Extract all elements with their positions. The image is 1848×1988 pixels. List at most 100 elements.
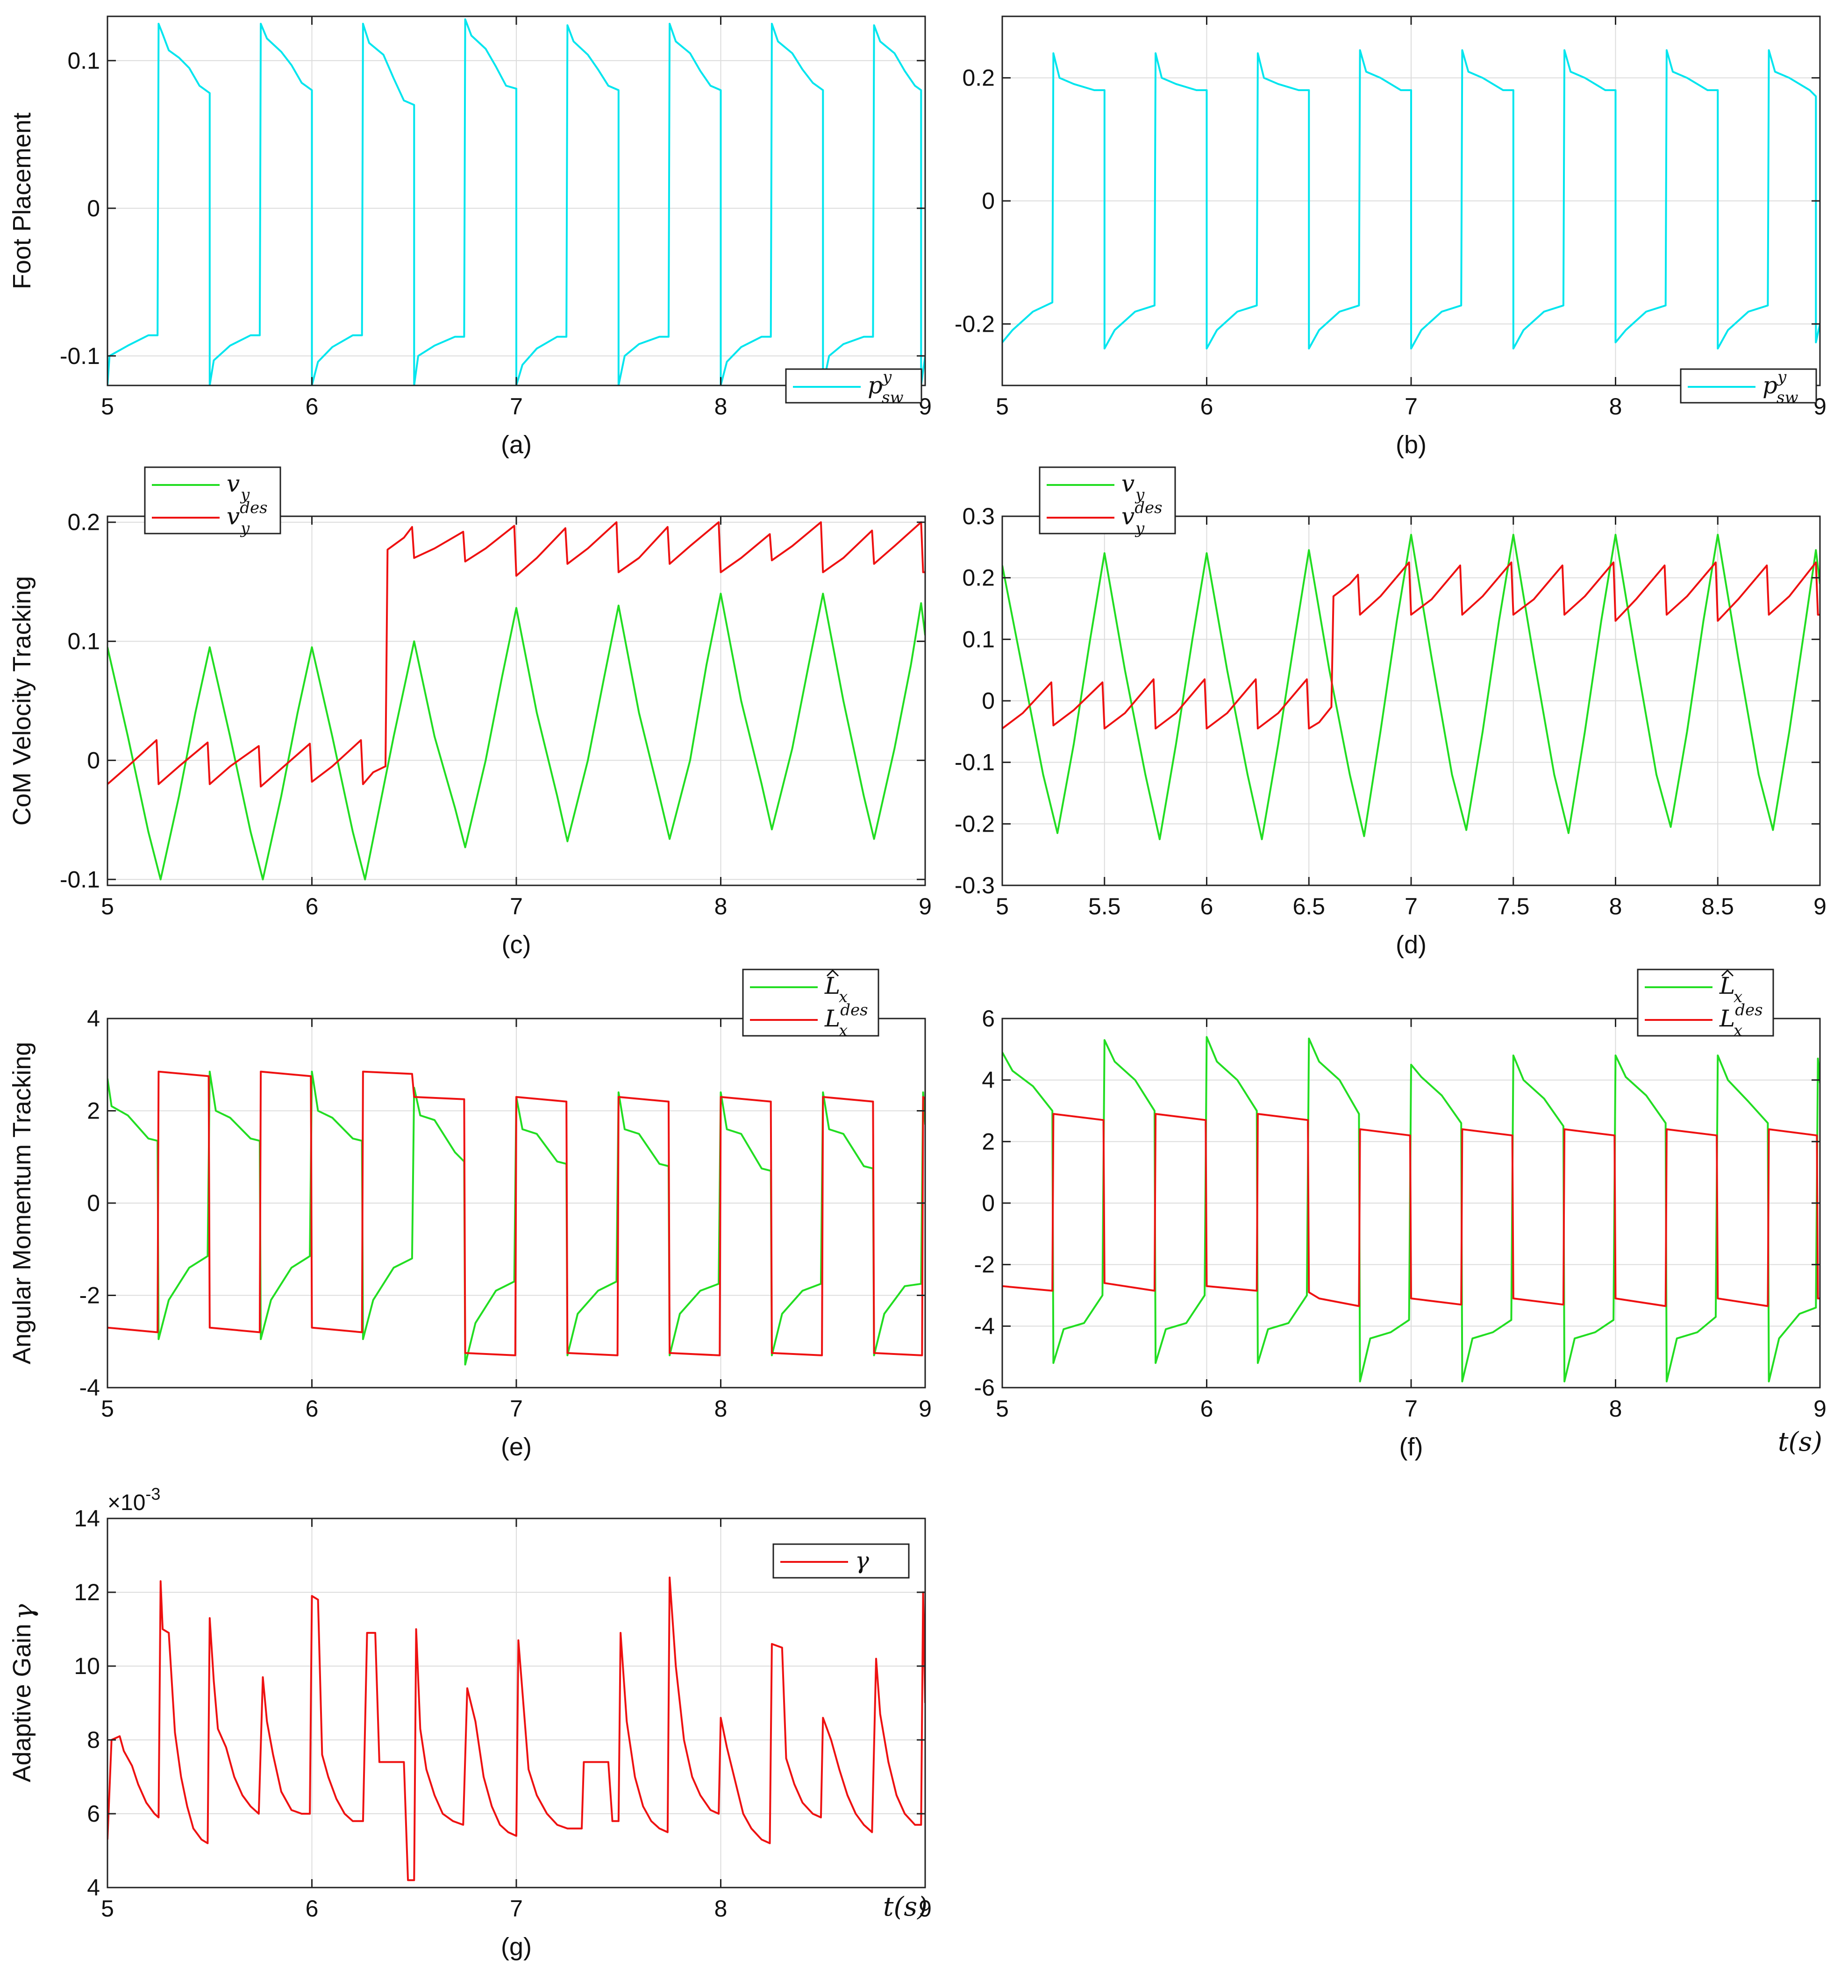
legend: γ [772, 1543, 910, 1579]
panel-caption: (g) [501, 1933, 532, 1961]
y-tick-label: 12 [74, 1579, 100, 1605]
series-line-0 [1002, 534, 1820, 841]
legend-symbol: p [868, 372, 883, 399]
y-tick-label: -2 [79, 1283, 100, 1309]
x-tick-label: 5 [101, 393, 114, 420]
series-line-1 [107, 1070, 925, 1356]
x-tick-label: 5.5 [1088, 893, 1121, 919]
legend-sub: x [839, 988, 848, 1006]
legend-symbol: v [227, 503, 240, 530]
legend-box [144, 466, 281, 534]
x-tick-label: 6 [1200, 893, 1213, 919]
legend-entry-0: γ [855, 1547, 869, 1574]
exponent-power: -3 [145, 1484, 160, 1503]
legend-symbol: v [1121, 503, 1134, 530]
legend-sub: x [1734, 988, 1742, 1006]
x-tick-label: 6 [306, 1396, 319, 1422]
y-tick-label: -0.3 [955, 872, 995, 898]
legend-entry-1: Ldes x [824, 1001, 868, 1040]
y-tick-label: -2 [974, 1252, 995, 1278]
y-tick-label: -4 [79, 1375, 100, 1401]
legend-sup: des [1735, 1001, 1762, 1019]
legend-symbol: L [824, 1005, 840, 1032]
series-line-0 [107, 1070, 925, 1366]
legend-entry-0: Lx [1719, 972, 1742, 1006]
legend-sub: x [839, 1021, 848, 1040]
series-line-1 [107, 521, 925, 788]
y-axis-label: Angular Momentum Tracking [8, 1042, 36, 1364]
x-tick-label: 7 [510, 393, 523, 420]
legend: py sw [1680, 368, 1817, 407]
x-tick-label: 5 [101, 1895, 114, 1922]
legend-entry-1: vdes y [1121, 499, 1163, 538]
legend-symbol: L [824, 972, 840, 999]
panel-caption: (e) [501, 1433, 532, 1461]
legend-sub: x [1734, 1021, 1742, 1040]
legend-sub: y [240, 485, 250, 504]
x-tick-label: 9 [919, 1396, 932, 1422]
y-tick-label: 0.1 [67, 48, 100, 74]
y-tick-label: -0.1 [60, 866, 100, 892]
legend-box [742, 969, 879, 1037]
series-line-0 [107, 592, 925, 881]
y-axis-symbol: γ [9, 1604, 39, 1620]
x-tick-label: 7 [510, 1895, 523, 1922]
panel-caption: (b) [1396, 431, 1427, 459]
y-tick-label: 6 [982, 1005, 995, 1032]
legend-sup: des [240, 499, 267, 517]
y-tick-label: -0.1 [60, 343, 100, 369]
hat-accent [826, 969, 839, 977]
legend-box [1039, 466, 1176, 534]
y-tick-label: -0.2 [955, 311, 995, 337]
y-tick-label: 6 [87, 1801, 100, 1827]
legend-sup: des [1134, 499, 1162, 517]
panel-caption: (f) [1399, 1433, 1423, 1461]
legend-symbol: L [1719, 1005, 1735, 1032]
y-tick-label: 4 [87, 1005, 100, 1032]
legend-sub: y [1134, 519, 1145, 538]
y-tick-label: 0 [87, 1190, 100, 1216]
legend-sub: sw [1777, 388, 1798, 407]
legend-entry-0: vy [1121, 470, 1145, 504]
legend-entry-0: Lx [824, 972, 848, 1006]
y-axis-label: Foot Placement [8, 113, 36, 289]
x-tick-label: 9 [1813, 1396, 1827, 1422]
x-tick-label: 8 [714, 1396, 728, 1422]
x-tick-label: 6 [306, 393, 319, 420]
x-tick-label: 5 [996, 1396, 1009, 1422]
y-tick-label: -0.2 [955, 811, 995, 837]
y-tick-label: 0 [982, 1190, 995, 1216]
legend: py sw [785, 368, 922, 407]
hat-accent [1721, 969, 1734, 977]
y-tick-label: 4 [87, 1874, 100, 1901]
y-tick-label: -4 [974, 1313, 995, 1339]
series-line-0 [107, 18, 925, 385]
legend-entry-1: vdes y [227, 499, 268, 538]
y-tick-label: -0.1 [955, 749, 995, 776]
y-tick-label: 14 [74, 1505, 100, 1532]
x-tick-label: 9 [919, 893, 932, 919]
series-line-1 [1002, 1113, 1820, 1307]
x-tick-label: 6 [1200, 1396, 1213, 1422]
legend-entry-0: py sw [1762, 368, 1798, 407]
x-tick-label: 7 [510, 893, 523, 919]
y-tick-label: 0 [87, 747, 100, 773]
y-tick-label: 8 [87, 1727, 100, 1753]
x-tick-label: 8 [1609, 393, 1622, 420]
legend-box [1637, 969, 1774, 1037]
legend-sub: sw [882, 388, 904, 407]
legend-entry-0: py sw [868, 368, 904, 407]
legend-sub: y [1134, 485, 1145, 504]
y-tick-label: 0.1 [67, 628, 100, 655]
y-tick-label: 10 [74, 1653, 100, 1679]
x-tick-label: 6 [306, 1895, 319, 1922]
x-tick-label: 5 [996, 393, 1009, 420]
series-line-0 [1002, 1036, 1820, 1382]
panel-caption: (c) [502, 931, 531, 959]
panel-g: 5 6 7 8 9 4 6 8 10 12 14 Adaptive Gain γ ×10-3 t(s) (g)… [8, 1484, 932, 1961]
